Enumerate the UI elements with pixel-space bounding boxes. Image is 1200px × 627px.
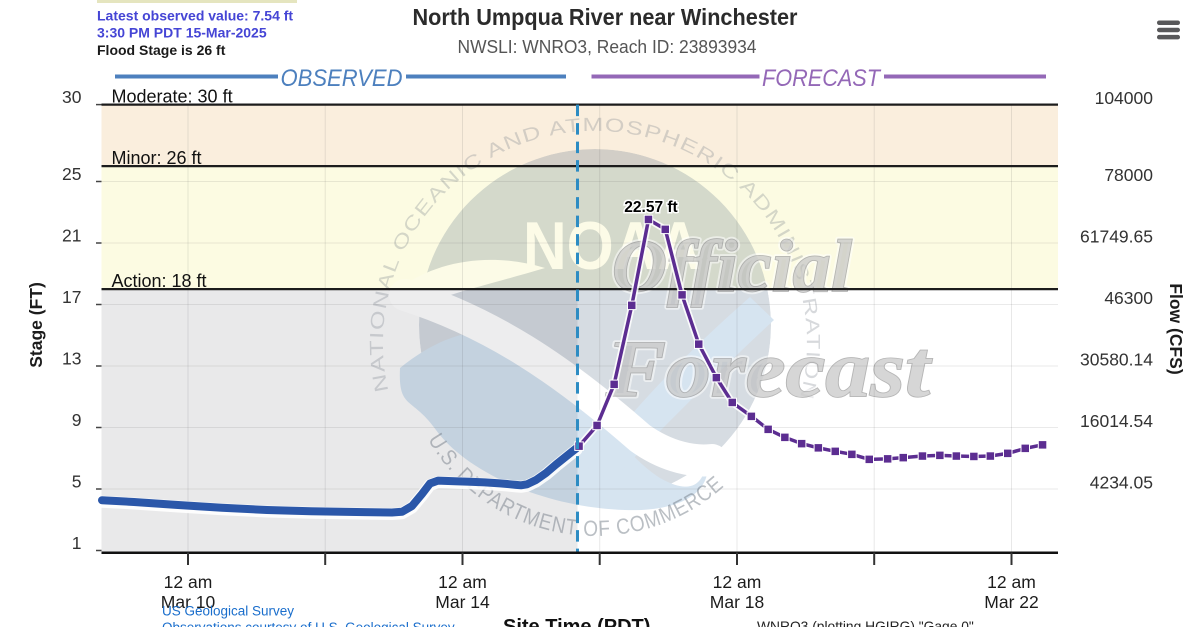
svg-text:Site Time (PDT): Site Time (PDT) [503, 616, 650, 627]
svg-text:Minor: 26 ft: Minor: 26 ft [112, 148, 202, 168]
svg-text:North Umpqua River near Winche: North Umpqua River near Winchester [413, 4, 798, 30]
svg-text:Mar 18: Mar 18 [710, 592, 764, 612]
svg-text:Forecast: Forecast [605, 326, 933, 414]
svg-text:21: 21 [62, 226, 81, 246]
svg-text:US Geological Survey: US Geological Survey [162, 604, 294, 619]
svg-text:46300: 46300 [1104, 288, 1153, 308]
svg-text:12 am: 12 am [438, 572, 487, 592]
svg-text:12 am: 12 am [164, 572, 213, 592]
svg-text:9: 9 [72, 410, 82, 430]
svg-text:5: 5 [72, 472, 82, 492]
svg-text:30: 30 [62, 87, 82, 107]
svg-text:WNRO3 (plotting HGIRG) "Gage 0: WNRO3 (plotting HGIRG) "Gage 0" [757, 619, 974, 627]
svg-text:Official: Official [612, 226, 852, 308]
svg-text:OBSERVED: OBSERVED [281, 65, 403, 92]
svg-text:16014.54: 16014.54 [1080, 411, 1153, 431]
svg-text:13: 13 [62, 349, 81, 369]
svg-text:12 am: 12 am [713, 572, 762, 592]
svg-text:Flow (CFS): Flow (CFS) [1166, 283, 1186, 374]
svg-text:Flood Stage is 26 ft: Flood Stage is 26 ft [97, 42, 226, 58]
svg-text:NWSLI: WNRO3, Reach ID: 238939: NWSLI: WNRO3, Reach ID: 23893934 [458, 37, 757, 57]
svg-text:Mar 10: Mar 10 [161, 592, 216, 612]
svg-text:78000: 78000 [1104, 165, 1153, 185]
svg-text:30580.14: 30580.14 [1080, 350, 1153, 370]
svg-text:Official: Official [612, 226, 852, 308]
svg-text:FORECAST: FORECAST [762, 65, 882, 92]
svg-text:12 am: 12 am [987, 572, 1036, 592]
svg-text:Moderate: 30 ft: Moderate: 30 ft [112, 87, 233, 107]
svg-text:Mar 22: Mar 22 [984, 592, 1038, 612]
svg-text:Forecast: Forecast [605, 326, 933, 414]
svg-text:Mar 14: Mar 14 [435, 592, 490, 612]
svg-text:3:30 PM PDT 15-Mar-2025: 3:30 PM PDT 15-Mar-2025 [97, 25, 267, 41]
svg-text:1: 1 [72, 533, 82, 553]
svg-text:4234.05: 4234.05 [1090, 473, 1153, 493]
svg-text:Latest observed value: 7.54 ft: Latest observed value: 7.54 ft [97, 8, 293, 24]
svg-text:Action: 18 ft: Action: 18 ft [112, 271, 207, 291]
svg-text:Observations courtesy of U.S.: Observations courtesy of U.S. Geological… [162, 620, 455, 627]
svg-text:61749.65: 61749.65 [1080, 227, 1153, 247]
svg-text:17: 17 [62, 287, 81, 307]
svg-text:22.57 ft: 22.57 ft [624, 199, 677, 216]
svg-text:Stage (FT): Stage (FT) [26, 282, 46, 368]
svg-text:25: 25 [62, 164, 81, 184]
svg-text:104000: 104000 [1095, 88, 1154, 108]
